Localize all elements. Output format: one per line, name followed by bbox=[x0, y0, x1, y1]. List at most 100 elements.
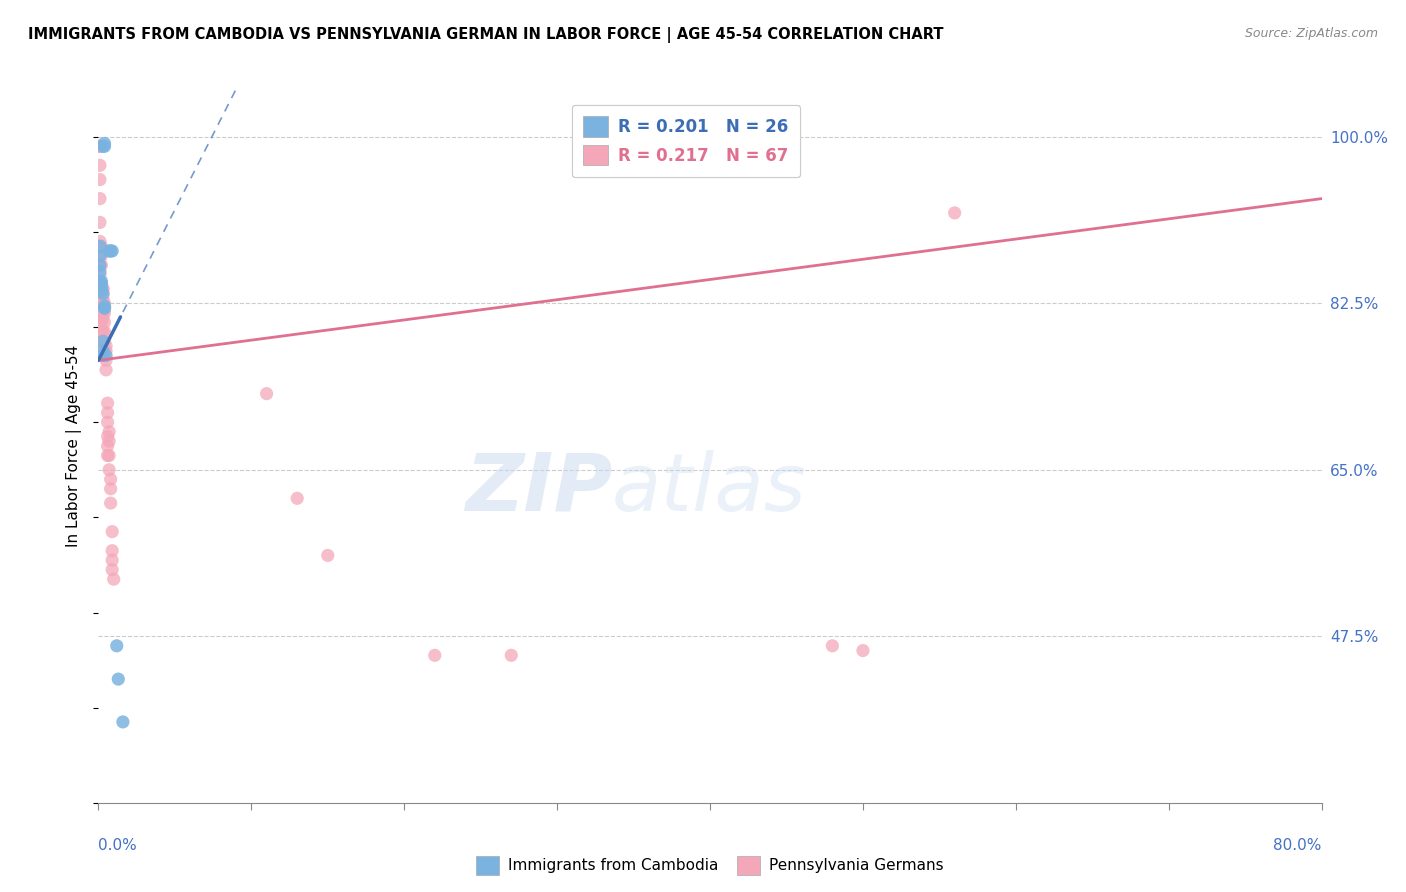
Point bbox=[93, 306, 115, 320]
Y-axis label: In Labor Force | Age 45-54: In Labor Force | Age 45-54 bbox=[66, 345, 83, 547]
Point bbox=[89, 172, 111, 186]
Point bbox=[90, 277, 112, 292]
Text: 80.0%: 80.0% bbox=[1274, 838, 1322, 854]
Point bbox=[91, 292, 114, 306]
Point bbox=[91, 282, 114, 296]
Point bbox=[98, 244, 121, 258]
Point bbox=[91, 325, 114, 339]
Point bbox=[93, 343, 115, 358]
Point bbox=[101, 244, 124, 258]
Point bbox=[94, 339, 117, 353]
Point bbox=[256, 386, 278, 401]
Point bbox=[90, 286, 112, 301]
Point bbox=[89, 277, 111, 292]
Point bbox=[97, 406, 120, 420]
Point bbox=[93, 334, 115, 349]
Text: Source: ZipAtlas.com: Source: ZipAtlas.com bbox=[1244, 27, 1378, 40]
Point bbox=[107, 672, 129, 686]
Point bbox=[100, 496, 122, 510]
Point bbox=[89, 235, 111, 249]
Point bbox=[101, 543, 124, 558]
Point bbox=[111, 714, 134, 729]
Point bbox=[97, 439, 120, 453]
Point bbox=[91, 334, 114, 349]
Point bbox=[90, 280, 112, 294]
Point bbox=[93, 325, 115, 339]
Point bbox=[89, 258, 111, 272]
Point bbox=[103, 572, 125, 586]
Point bbox=[101, 563, 124, 577]
Point bbox=[90, 296, 112, 310]
Point bbox=[90, 258, 112, 272]
Point bbox=[91, 343, 114, 358]
Point bbox=[91, 349, 114, 363]
Point bbox=[89, 239, 111, 253]
Text: ZIP: ZIP bbox=[465, 450, 612, 528]
Point bbox=[90, 325, 112, 339]
Point bbox=[90, 334, 112, 349]
Point bbox=[91, 139, 114, 153]
Point bbox=[821, 639, 844, 653]
Point bbox=[501, 648, 523, 663]
Point bbox=[89, 139, 111, 153]
Point bbox=[93, 299, 115, 313]
Point bbox=[100, 244, 122, 258]
Point bbox=[89, 158, 111, 172]
Point bbox=[91, 286, 114, 301]
Point bbox=[93, 301, 115, 315]
Point bbox=[93, 296, 115, 310]
Point bbox=[89, 139, 111, 153]
Point bbox=[423, 648, 446, 663]
Point bbox=[90, 274, 112, 288]
Point bbox=[90, 315, 112, 329]
Point bbox=[91, 296, 114, 310]
Legend: Immigrants from Cambodia, Pennsylvania Germans: Immigrants from Cambodia, Pennsylvania G… bbox=[470, 850, 950, 880]
Point bbox=[89, 139, 111, 153]
Point bbox=[105, 639, 128, 653]
Point bbox=[94, 363, 117, 377]
Point bbox=[97, 396, 120, 410]
Point bbox=[89, 265, 111, 279]
Point bbox=[101, 553, 124, 567]
Point bbox=[89, 258, 111, 272]
Point bbox=[94, 349, 117, 363]
Point bbox=[943, 206, 966, 220]
Point bbox=[89, 274, 111, 288]
Text: 0.0%: 0.0% bbox=[98, 838, 138, 854]
Point bbox=[98, 449, 121, 463]
Point bbox=[90, 249, 112, 263]
Text: IMMIGRANTS FROM CAMBODIA VS PENNSYLVANIA GERMAN IN LABOR FORCE | AGE 45-54 CORRE: IMMIGRANTS FROM CAMBODIA VS PENNSYLVANIA… bbox=[28, 27, 943, 43]
Point bbox=[91, 282, 114, 296]
Point bbox=[91, 286, 114, 301]
Point bbox=[89, 215, 111, 229]
Point bbox=[89, 268, 111, 282]
Point bbox=[89, 249, 111, 263]
Point bbox=[89, 192, 111, 206]
Point bbox=[98, 425, 121, 439]
Point bbox=[97, 449, 120, 463]
Point bbox=[98, 463, 121, 477]
Point bbox=[97, 415, 120, 429]
Point bbox=[93, 136, 115, 151]
Point bbox=[316, 549, 339, 563]
Point bbox=[100, 482, 122, 496]
Point bbox=[91, 310, 114, 325]
Text: atlas: atlas bbox=[612, 450, 807, 528]
Point bbox=[90, 277, 112, 292]
Point bbox=[101, 524, 124, 539]
Point bbox=[89, 139, 111, 153]
Point bbox=[93, 301, 115, 315]
Point bbox=[90, 284, 112, 298]
Point bbox=[98, 434, 121, 449]
Point bbox=[100, 472, 122, 486]
Point bbox=[93, 315, 115, 329]
Point bbox=[94, 343, 117, 358]
Point bbox=[852, 643, 875, 657]
Point bbox=[285, 491, 308, 506]
Point bbox=[93, 139, 115, 153]
Point bbox=[91, 306, 114, 320]
Point bbox=[90, 306, 112, 320]
Point bbox=[94, 353, 117, 368]
Point bbox=[97, 429, 120, 443]
Point bbox=[89, 249, 111, 263]
